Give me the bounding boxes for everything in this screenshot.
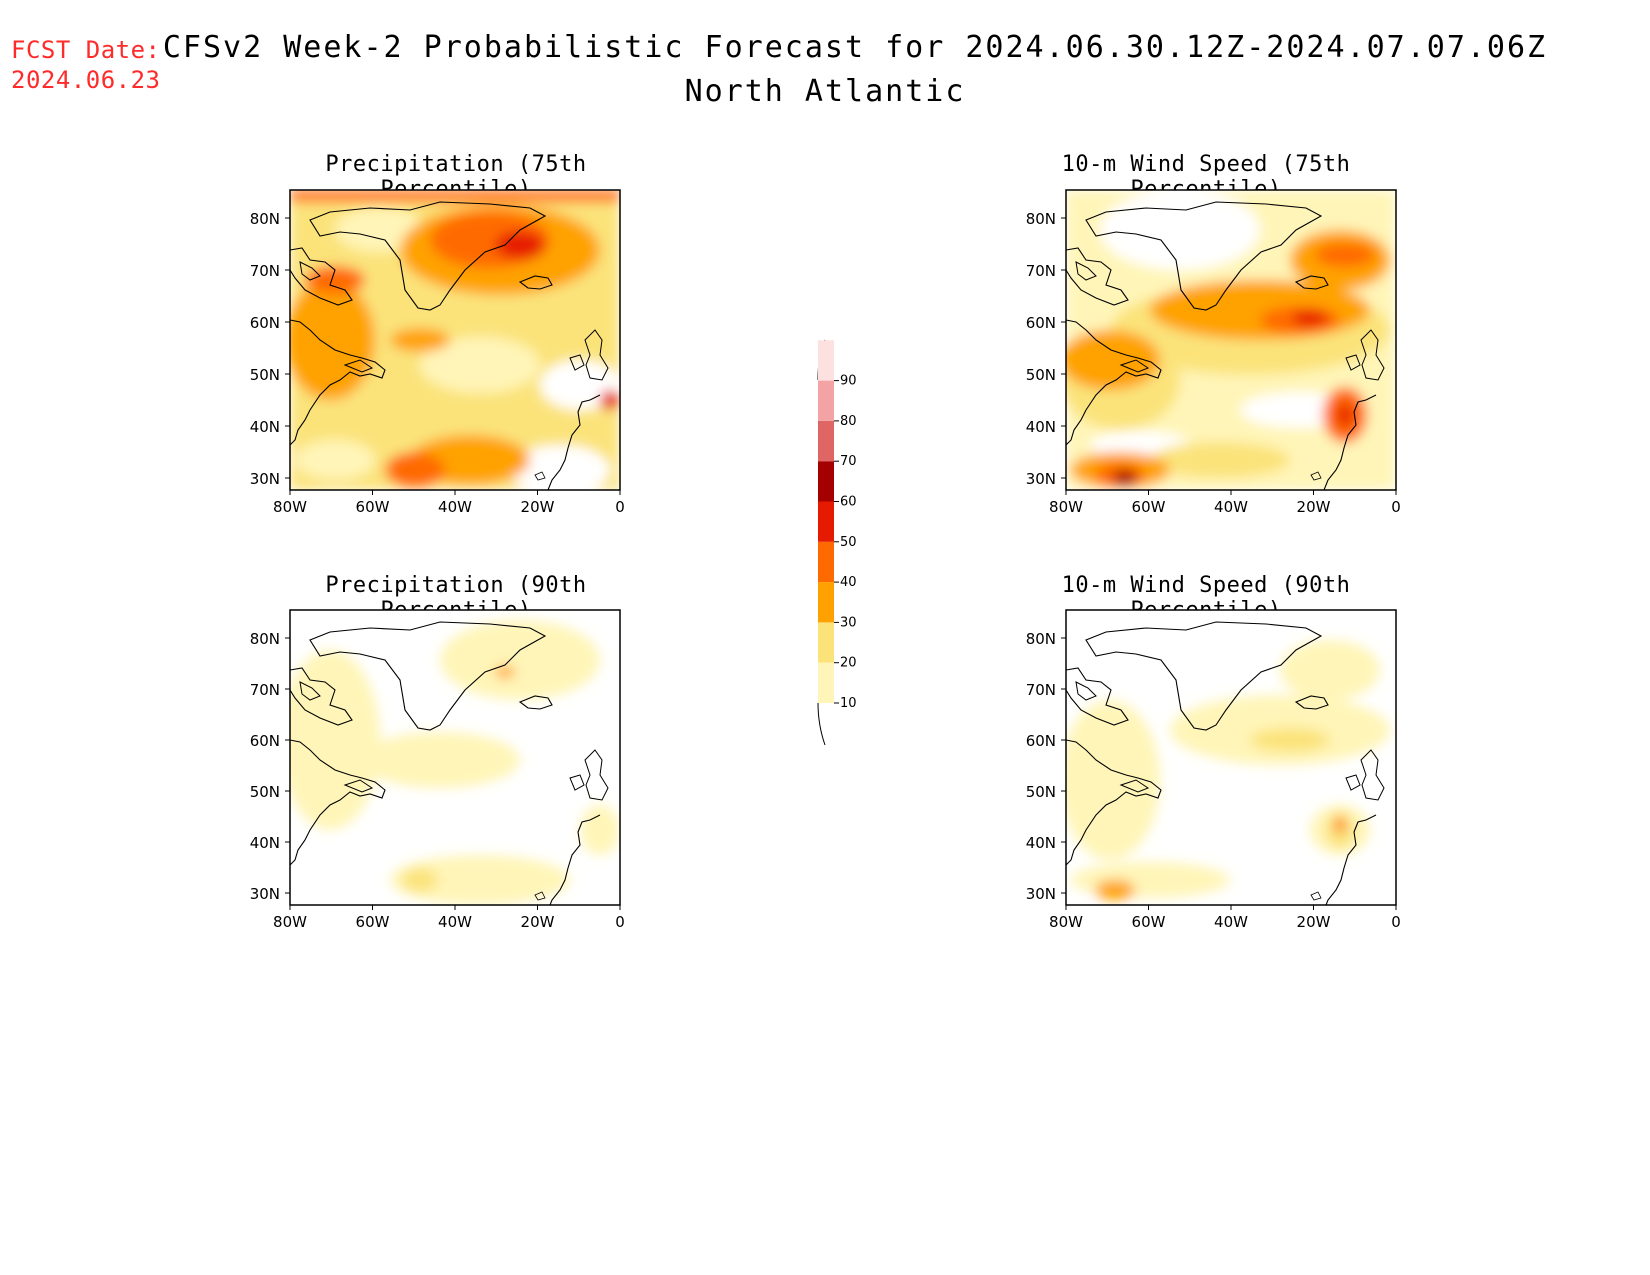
lon-tick-label: 20W	[1297, 913, 1331, 931]
lat-tick-label: 30N	[1026, 470, 1056, 488]
colorbar-label: 60	[840, 495, 857, 510]
lat-tick-label: 50N	[250, 366, 280, 384]
colorbar-label: 50	[840, 535, 857, 550]
lat-tick-label: 80N	[250, 210, 280, 228]
lat-tick-label: 40N	[250, 418, 280, 436]
colorbar-swatch	[818, 582, 834, 623]
lat-tick-label: 80N	[1026, 210, 1056, 228]
lat-tick-label: 30N	[250, 470, 280, 488]
lon-tick-label: 0	[615, 913, 625, 931]
lat-tick-label: 60N	[250, 732, 280, 750]
lat-tick-label: 60N	[1026, 732, 1056, 750]
lon-tick-label: 80W	[273, 913, 307, 931]
colorbar: 10 20 30 40 50 60 70 80 90	[817, 339, 857, 746]
colorbar-label: 80	[840, 414, 857, 429]
lat-tick-label: 40N	[1026, 834, 1056, 852]
lon-tick-label: 40W	[438, 913, 472, 931]
lon-tick-label: 80W	[1049, 913, 1083, 931]
lat-tick-label: 70N	[250, 262, 280, 280]
lat-tick-label: 70N	[1026, 262, 1056, 280]
lon-tick-label: 40W	[1214, 913, 1248, 931]
lon-tick-label: 20W	[521, 913, 555, 931]
map-precip-90	[289, 609, 621, 906]
map-precip-75	[289, 189, 621, 491]
lat-tick-label: 30N	[250, 885, 280, 903]
page-subtitle: North Atlantic	[684, 74, 966, 109]
lon-tick-label: 0	[1391, 913, 1401, 931]
lon-tick-label: 20W	[1297, 498, 1331, 516]
colorbar-swatch	[818, 541, 834, 583]
page-title: CFSv2 Week-2 Probabilistic Forecast for …	[162, 30, 1548, 65]
fcst-date-label: FCST Date:	[11, 36, 161, 64]
map-wind-75	[1065, 189, 1397, 491]
colorbar-label: 40	[840, 575, 857, 590]
lon-tick-label: 60W	[1132, 498, 1166, 516]
lon-tick-label: 80W	[273, 498, 307, 516]
colorbar-swatch	[818, 380, 834, 421]
lat-tick-label: 80N	[1026, 630, 1056, 648]
lon-tick-label: 0	[615, 498, 625, 516]
lat-tick-label: 50N	[1026, 366, 1056, 384]
lat-tick-label: 70N	[250, 681, 280, 699]
lat-tick-label: 40N	[250, 834, 280, 852]
lat-tick-label: 60N	[250, 314, 280, 332]
colorbar-swatch	[818, 662, 834, 703]
fcst-date-value: 2024.06.23	[11, 66, 161, 94]
lat-tick-label: 80N	[250, 630, 280, 648]
lat-tick-label: 50N	[250, 783, 280, 801]
lon-tick-label: 60W	[356, 913, 390, 931]
lon-tick-label: 60W	[1132, 913, 1166, 931]
lon-tick-label: 0	[1391, 498, 1401, 516]
colorbar-label: 30	[840, 615, 857, 630]
colorbar-swatch	[818, 461, 834, 502]
lon-tick-label: 20W	[521, 498, 555, 516]
lat-tick-label: 70N	[1026, 681, 1056, 699]
lon-tick-label: 40W	[438, 498, 472, 516]
lat-tick-label: 50N	[1026, 783, 1056, 801]
lat-tick-label: 30N	[1026, 885, 1056, 903]
colorbar-swatch	[818, 501, 834, 542]
colorbar-swatch	[818, 340, 834, 381]
lon-tick-label: 80W	[1049, 498, 1083, 516]
colorbar-label: 70	[840, 454, 857, 469]
colorbar-swatch	[818, 622, 834, 663]
map-wind-90	[1065, 609, 1397, 906]
colorbar-label: 90	[840, 374, 857, 389]
lat-tick-label: 60N	[1026, 314, 1056, 332]
colorbar-swatch	[818, 420, 834, 462]
lat-tick-label: 40N	[1026, 418, 1056, 436]
colorbar-label: 10	[840, 696, 857, 711]
lon-tick-label: 60W	[356, 498, 390, 516]
lon-tick-label: 40W	[1214, 498, 1248, 516]
colorbar-label: 20	[840, 656, 857, 671]
